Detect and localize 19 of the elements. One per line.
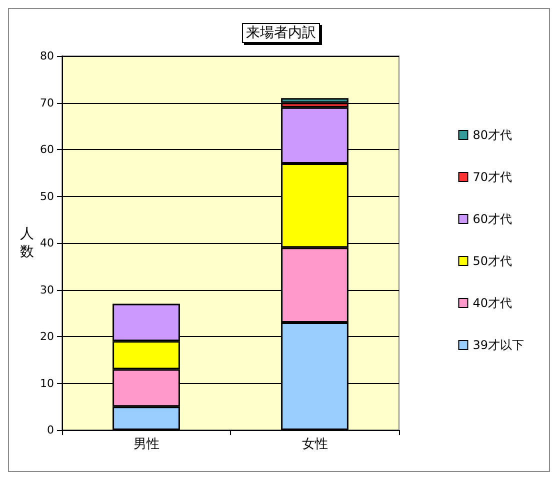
y-tick-label: 40 bbox=[40, 236, 54, 250]
y-tick-label: 10 bbox=[40, 376, 54, 390]
y-tick-label: 20 bbox=[40, 330, 54, 343]
legend-label: 50才代 bbox=[472, 254, 512, 268]
y-axis-title: 人数 bbox=[20, 226, 34, 260]
y-tick-label: 0 bbox=[47, 424, 54, 436]
y-tick-label: 60 bbox=[40, 143, 54, 156]
legend-label: 70才代 bbox=[472, 170, 512, 184]
legend-label: 60才代 bbox=[472, 212, 512, 226]
legend-label: 39才以下 bbox=[472, 338, 524, 352]
y-tick-label: 50 bbox=[40, 190, 54, 203]
y-tick-label: 80 bbox=[40, 50, 54, 62]
x-tick-label: 女性 bbox=[302, 437, 328, 452]
y-tick-label: 70 bbox=[40, 96, 54, 110]
chart-title: 来場者内訳 bbox=[246, 25, 316, 41]
y-tick-label: 30 bbox=[40, 283, 54, 296]
legend-label: 80才代 bbox=[472, 128, 512, 142]
x-tick-label: 男性 bbox=[133, 437, 160, 452]
legend-label: 40才代 bbox=[472, 296, 512, 310]
